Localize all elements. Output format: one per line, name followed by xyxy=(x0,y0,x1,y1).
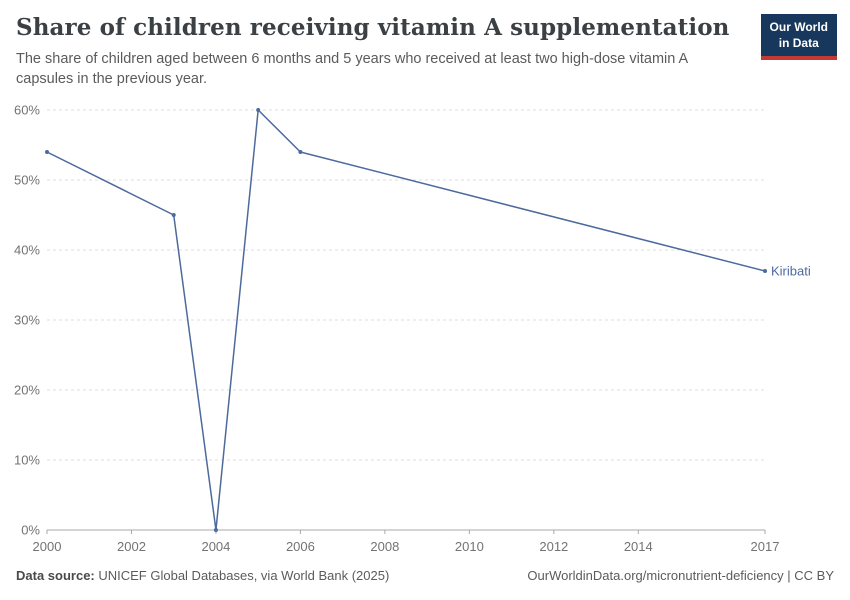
x-tick-label: 2002 xyxy=(117,539,146,554)
y-tick-label: 40% xyxy=(14,243,40,258)
x-tick-label: 2004 xyxy=(201,539,230,554)
series-point xyxy=(256,108,261,112)
series-point xyxy=(213,528,218,532)
owid-logo-line2: in Data xyxy=(778,35,819,50)
chart-header: Share of children receiving vitamin A su… xyxy=(16,14,756,89)
series-point xyxy=(171,213,176,217)
y-tick-label: 10% xyxy=(14,453,40,468)
owid-logo: Our World in Data xyxy=(760,14,837,61)
x-tick-label: 2000 xyxy=(33,539,62,554)
series-end-label[interactable]: Kiribati xyxy=(771,264,811,279)
chart-subtitle: The share of children aged between 6 mon… xyxy=(16,51,688,87)
y-tick-label: 20% xyxy=(14,383,40,398)
y-tick-label: 30% xyxy=(14,313,40,328)
x-tick-label: 2010 xyxy=(455,539,484,554)
data-source-text: UNICEF Global Databases, via World Bank … xyxy=(94,568,390,583)
page-title: Share of children receiving vitamin A su… xyxy=(16,14,730,41)
owid-logo-line1: Our World xyxy=(769,20,828,34)
y-tick-label: 50% xyxy=(14,173,40,188)
chart-footer: Data source: UNICEF Global Databases, vi… xyxy=(16,568,834,583)
series-point xyxy=(763,269,767,273)
y-tick-label: 0% xyxy=(21,523,40,538)
x-tick-label: 2012 xyxy=(539,539,568,554)
attribution-note: OurWorldinData.org/micronutrient-deficie… xyxy=(527,568,834,583)
data-source-label: Data source: xyxy=(16,568,95,583)
data-source-note: Data source: UNICEF Global Databases, vi… xyxy=(16,568,389,583)
x-tick-label: 2006 xyxy=(286,539,315,554)
series-point xyxy=(298,150,303,154)
series-line xyxy=(46,109,766,531)
x-tick-label: 2014 xyxy=(624,539,653,554)
y-tick-label: 60% xyxy=(14,103,40,118)
x-tick-label: 2008 xyxy=(370,539,399,554)
series-point xyxy=(45,150,49,154)
x-tick-label: 2017 xyxy=(751,539,780,554)
